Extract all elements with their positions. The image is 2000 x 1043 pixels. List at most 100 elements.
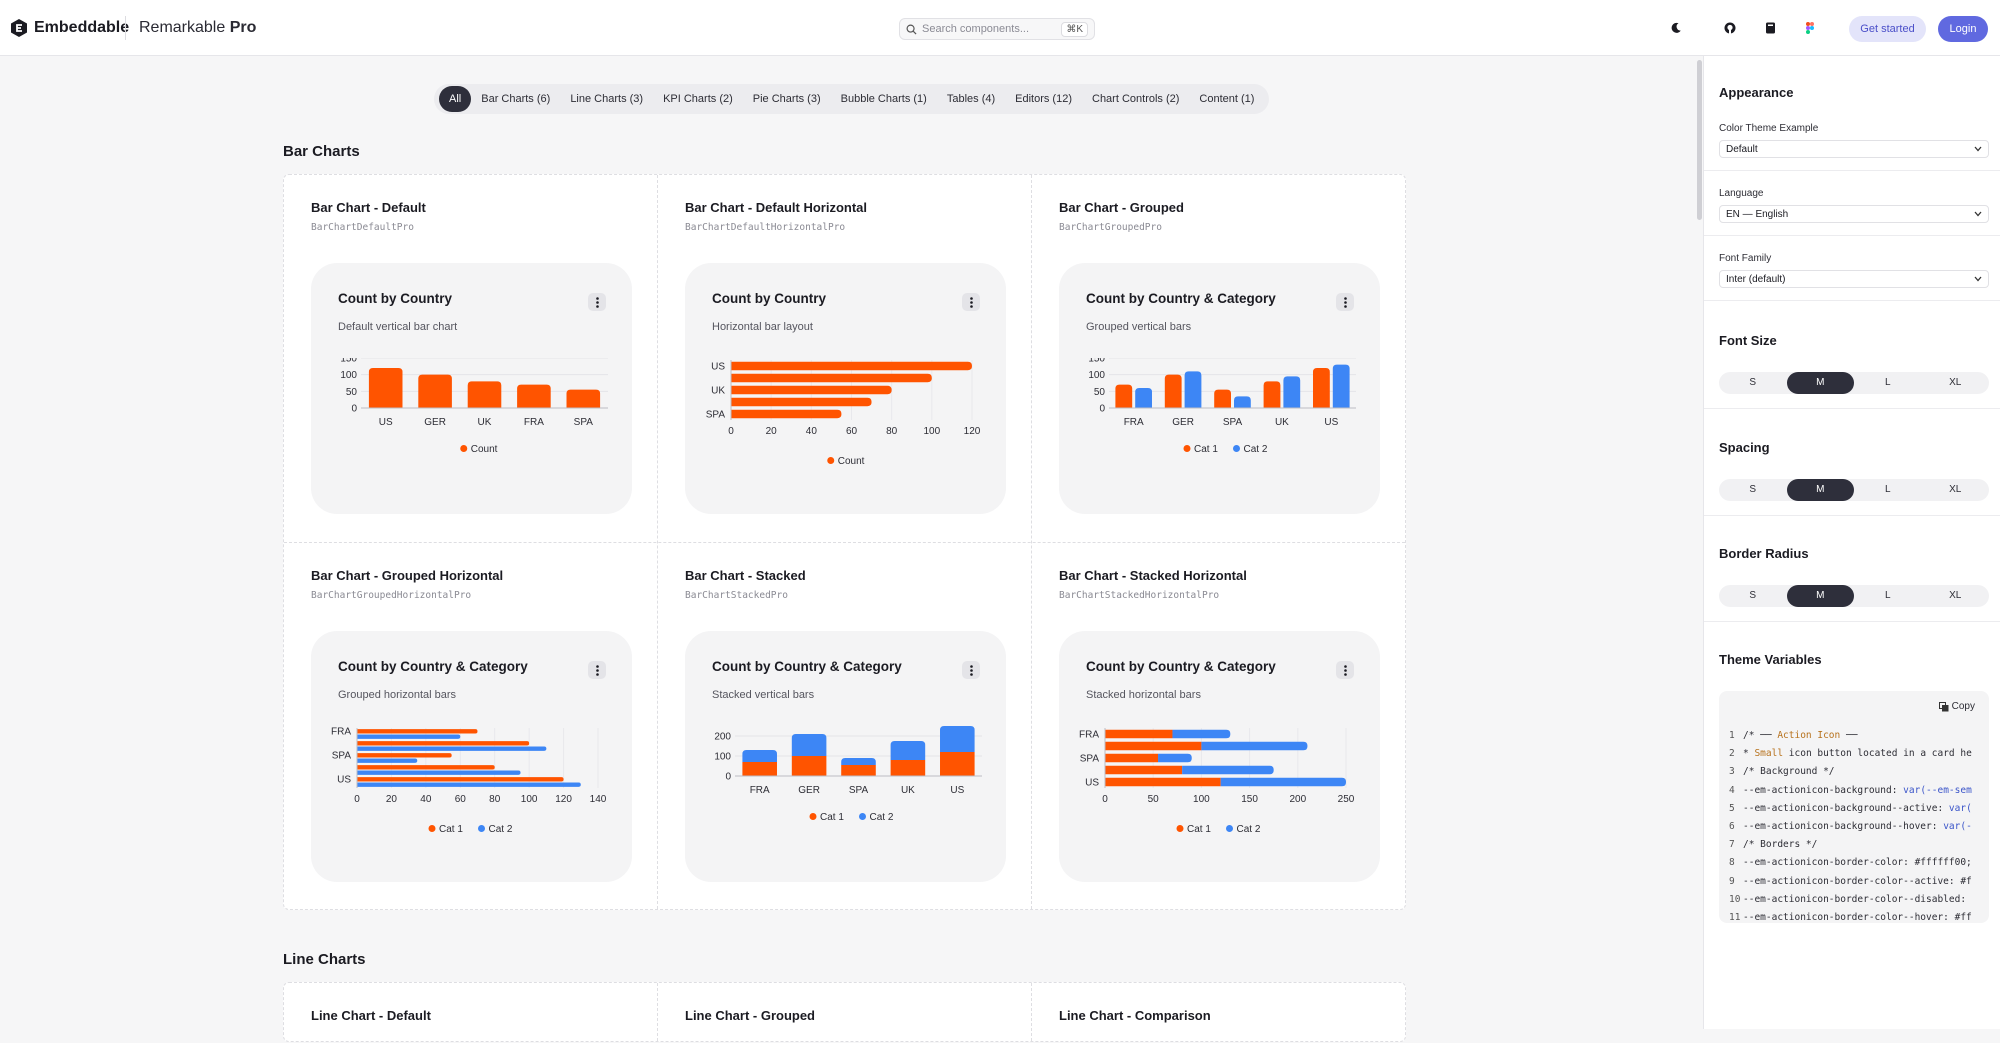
border-radius-option-l[interactable]: L bbox=[1884, 590, 1891, 601]
legend-item-cat-1[interactable]: Cat 1 bbox=[809, 812, 845, 823]
legend-item-cat-2[interactable]: Cat 2 bbox=[1233, 444, 1268, 455]
bar-cat-1-ger[interactable] bbox=[357, 741, 530, 746]
bar-cat-2-ger[interactable] bbox=[791, 734, 827, 756]
border-radius-option-s[interactable]: S bbox=[1749, 590, 1757, 601]
spacing-option-s[interactable]: S bbox=[1749, 484, 1757, 495]
legend-item-cat-2[interactable]: Cat 2 bbox=[1226, 824, 1261, 835]
legend-item-cat-1[interactable]: Cat 1 bbox=[428, 824, 464, 835]
border-radius-option-m[interactable]: M bbox=[1786, 585, 1854, 607]
docs-link[interactable] bbox=[1762, 20, 1778, 36]
spacing-option-xl[interactable]: XL bbox=[1949, 484, 1962, 495]
legend-item-cat-1[interactable]: Cat 1 bbox=[1176, 824, 1212, 835]
filter-content-1[interactable]: Content (1) bbox=[1199, 93, 1255, 105]
bar-cat-2-us[interactable] bbox=[1332, 364, 1350, 408]
login-button[interactable]: Login bbox=[1938, 16, 1988, 42]
border-radius-option-xl[interactable]: XL bbox=[1949, 590, 1962, 601]
bar-cat-2-us[interactable] bbox=[1220, 777, 1346, 787]
filter-all[interactable]: All bbox=[439, 86, 472, 112]
bar-cat-2-uk[interactable] bbox=[1283, 376, 1301, 408]
figma-link[interactable] bbox=[1802, 20, 1818, 36]
filter-chart-controls-2[interactable]: Chart Controls (2) bbox=[1092, 93, 1180, 105]
bar-cat-2-ger[interactable] bbox=[357, 746, 547, 751]
bar-spa[interactable] bbox=[566, 389, 601, 408]
legend-item-count[interactable]: Count bbox=[460, 444, 498, 455]
chart-menu-button[interactable] bbox=[1336, 661, 1354, 679]
bar-cat-1-fra[interactable] bbox=[1115, 384, 1133, 408]
dark-mode-toggle[interactable] bbox=[1668, 20, 1684, 36]
bar-cat-2-us[interactable] bbox=[940, 726, 975, 752]
color-theme-select[interactable]: Default bbox=[1719, 140, 1989, 158]
theme-variables-code[interactable]: Copy 1 /* ── Action Icon ── 2 * Small icon … bbox=[1719, 691, 1989, 923]
chart-menu-button[interactable] bbox=[588, 661, 606, 679]
bar-cat-2-uk[interactable] bbox=[1182, 765, 1274, 775]
bar-cat-1-spa[interactable] bbox=[1214, 389, 1231, 408]
bar-cat-2-uk[interactable] bbox=[357, 770, 521, 775]
bar-ger[interactable] bbox=[731, 373, 932, 383]
spacing-option-l[interactable]: L bbox=[1884, 484, 1891, 495]
copy-button[interactable]: Copy bbox=[1938, 701, 1975, 712]
bar-us[interactable] bbox=[368, 368, 403, 408]
bar-cat-1-ger[interactable] bbox=[791, 756, 827, 776]
chart-menu-button[interactable] bbox=[962, 293, 980, 311]
filter-tables-4[interactable]: Tables (4) bbox=[946, 93, 996, 105]
bar-cat-2-spa[interactable] bbox=[1234, 396, 1251, 408]
bar-uk[interactable] bbox=[467, 381, 502, 408]
legend-item-cat-2[interactable]: Cat 2 bbox=[478, 824, 513, 835]
bar-us[interactable] bbox=[731, 361, 972, 371]
bar-uk[interactable] bbox=[731, 385, 892, 395]
bar-cat-1-fra[interactable] bbox=[1105, 729, 1173, 739]
font-size-option-xl[interactable]: XL bbox=[1949, 377, 1962, 388]
filter-editors-12[interactable]: Editors (12) bbox=[1015, 93, 1072, 105]
font-size-option-s[interactable]: S bbox=[1749, 377, 1757, 388]
bar-spa[interactable] bbox=[731, 409, 842, 419]
bar-cat-2-spa[interactable] bbox=[841, 758, 876, 765]
bar-cat-1-us[interactable] bbox=[1313, 368, 1330, 408]
spacing-option-m[interactable]: M bbox=[1786, 479, 1854, 501]
bar-cat-1-spa[interactable] bbox=[1105, 753, 1159, 763]
bar-cat-2-uk[interactable] bbox=[890, 741, 926, 760]
main-scrollbar-thumb[interactable] bbox=[1697, 60, 1702, 220]
legend-item-count[interactable]: Count bbox=[827, 456, 865, 467]
bar-cat-2-ger[interactable] bbox=[1201, 741, 1308, 751]
get-started-button[interactable]: Get started bbox=[1849, 16, 1926, 42]
font-size-option-m[interactable]: M bbox=[1786, 372, 1854, 394]
filter-bar-charts-6[interactable]: Bar Charts (6) bbox=[481, 93, 551, 105]
bar-cat-2-fra[interactable] bbox=[1172, 729, 1231, 739]
bar-cat-2-spa[interactable] bbox=[1158, 753, 1192, 763]
bar-cat-1-uk[interactable] bbox=[890, 760, 926, 776]
search-input[interactable]: Search components... ⌘K bbox=[899, 18, 1095, 40]
bar-cat-2-us[interactable] bbox=[357, 782, 581, 787]
font-size-option-l[interactable]: L bbox=[1884, 377, 1891, 388]
bar-fra[interactable] bbox=[517, 384, 551, 408]
language-select[interactable]: EN — English bbox=[1719, 205, 1989, 223]
bar-cat-2-fra[interactable] bbox=[1135, 388, 1152, 408]
bar-cat-1-spa[interactable] bbox=[841, 765, 876, 776]
bar-cat-2-fra[interactable] bbox=[357, 734, 461, 739]
main-scrollbar-track[interactable] bbox=[1693, 56, 1703, 1029]
bar-ger[interactable] bbox=[418, 374, 452, 408]
bar-cat-1-us[interactable] bbox=[357, 777, 564, 782]
filter-kpi-charts-2[interactable]: KPI Charts (2) bbox=[663, 93, 733, 105]
filter-bubble-charts-1[interactable]: Bubble Charts (1) bbox=[840, 93, 927, 105]
filter-pie-charts-3[interactable]: Pie Charts (3) bbox=[752, 93, 821, 105]
legend-item-cat-1[interactable]: Cat 1 bbox=[1183, 444, 1219, 455]
bar-cat-2-ger[interactable] bbox=[1184, 371, 1202, 408]
bar-cat-1-uk[interactable] bbox=[1105, 765, 1183, 775]
bar-cat-1-uk[interactable] bbox=[357, 765, 495, 770]
bar-cat-1-us[interactable] bbox=[940, 752, 975, 776]
embeddable-logo[interactable]: Embeddable bbox=[10, 18, 129, 38]
bar-cat-1-fra[interactable] bbox=[357, 729, 478, 734]
chart-menu-button[interactable] bbox=[588, 293, 606, 311]
chart-menu-button[interactable] bbox=[1336, 293, 1354, 311]
github-link[interactable] bbox=[1722, 20, 1738, 36]
bar-cat-1-spa[interactable] bbox=[357, 753, 452, 758]
chart-menu-button[interactable] bbox=[962, 661, 980, 679]
bar-cat-1-uk[interactable] bbox=[1263, 381, 1281, 408]
bar-cat-1-ger[interactable] bbox=[1105, 741, 1202, 751]
font-family-select[interactable]: Inter (default) bbox=[1719, 270, 1989, 288]
bar-cat-2-fra[interactable] bbox=[742, 750, 777, 762]
bar-fra[interactable] bbox=[731, 397, 872, 407]
bar-cat-2-spa[interactable] bbox=[357, 758, 418, 763]
filter-line-charts-3[interactable]: Line Charts (3) bbox=[570, 93, 644, 105]
bar-cat-1-fra[interactable] bbox=[742, 762, 777, 776]
